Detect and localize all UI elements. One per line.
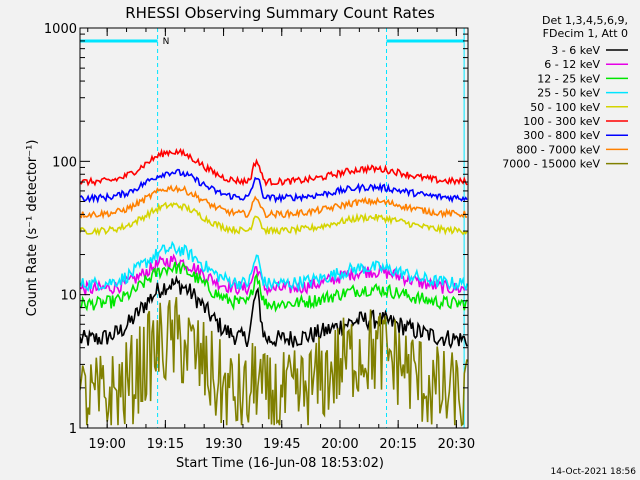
- series-line: [80, 261, 468, 313]
- legend: Det 1,3,4,5,6,9,FDecim 1, Att 0 3 - 6 keV…: [502, 14, 628, 171]
- series-line: [80, 240, 468, 293]
- y-tick-label: 100: [52, 155, 77, 170]
- legend-entry-label: 100 - 300 keV: [523, 115, 600, 128]
- x-tick-label: 20:15: [379, 437, 416, 452]
- legend-entry-label: 300 - 800 keV: [523, 129, 600, 142]
- x-tick-label: 19:15: [147, 437, 184, 452]
- series-line: [80, 147, 468, 187]
- legend-entry-label: 3 - 6 keV: [551, 44, 600, 57]
- series-line: [80, 274, 468, 349]
- x-tick-label: 20:30: [438, 437, 475, 452]
- x-axis-label: Start Time (16-Jun-08 18:53:02): [176, 456, 384, 471]
- plot-frame: [79, 27, 469, 429]
- y-axis-label: Count Rate (s⁻¹ detector⁻¹): [25, 140, 40, 317]
- x-tick-label: 19:45: [263, 437, 300, 452]
- legend-entry-label: 25 - 50 keV: [537, 87, 600, 100]
- footer-date: 14-Oct-2021 18:56: [551, 467, 637, 477]
- y-tick-label: 1: [69, 422, 77, 437]
- legend-entry-label: 7000 - 15000 keV: [502, 158, 600, 171]
- series-line: [80, 296, 468, 427]
- y-axis: 1 10 100 1000: [44, 22, 468, 437]
- x-tick-label: 20:00: [321, 437, 358, 452]
- series-line: [80, 201, 468, 237]
- legend-header: Det 1,3,4,5,6,9,: [542, 14, 628, 27]
- y-tick-label: 10: [60, 289, 77, 304]
- legend-entry-label: 6 - 12 keV: [544, 58, 600, 71]
- series-layer: [80, 147, 468, 427]
- chart-title: RHESSI Observing Summary Count Rates: [125, 4, 435, 22]
- series-line: [80, 168, 468, 204]
- x-tick-label: 19:00: [88, 437, 125, 452]
- legend-entry-label: 50 - 100 keV: [530, 101, 600, 114]
- series-line: [80, 184, 468, 220]
- night-marker-label: N: [163, 37, 170, 47]
- x-axis: 19:00 19:15 19:30 19:45 20:00 20:15 20:30: [87, 28, 475, 452]
- legend-entry-label: 12 - 25 keV: [537, 72, 600, 85]
- y-tick-label: 1000: [44, 22, 77, 37]
- legend-header: FDecim 1, Att 0: [543, 27, 628, 40]
- x-tick-label: 19:30: [205, 437, 242, 452]
- legend-entry-label: 800 - 7000 keV: [516, 143, 600, 156]
